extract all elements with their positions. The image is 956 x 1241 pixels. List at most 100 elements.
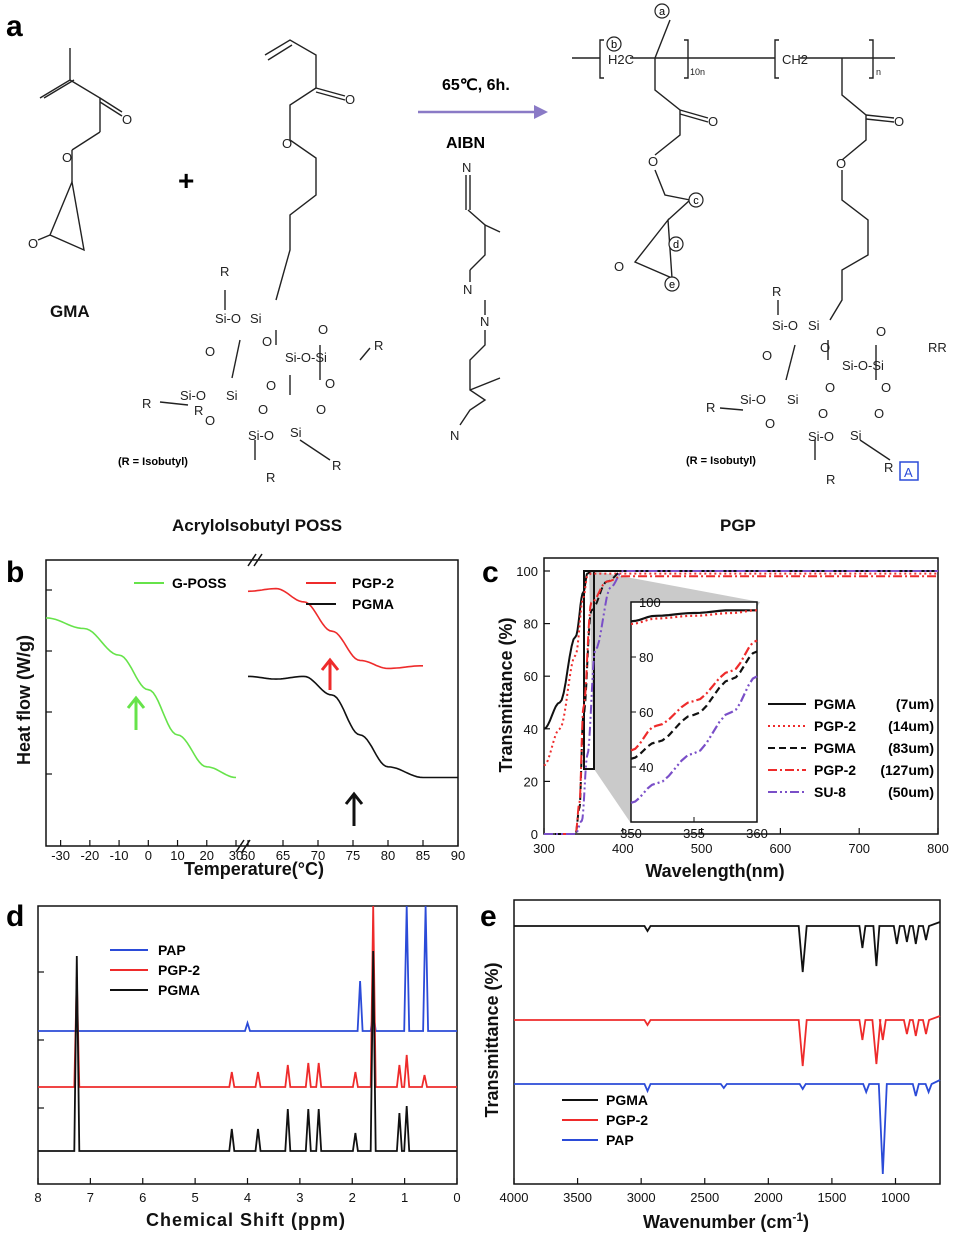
svg-text:O: O: [316, 402, 326, 417]
svg-text:PGP-2: PGP-2: [352, 575, 394, 591]
svg-text:CH2: CH2: [782, 52, 808, 67]
svg-text:R: R: [772, 284, 781, 299]
panel-c-ytick-label: 60: [524, 669, 538, 684]
legend-name-c-3: PGP-2: [814, 762, 856, 778]
svg-text:R: R: [374, 338, 383, 353]
inset-xtick-label: 350: [620, 826, 642, 841]
svg-text:N: N: [480, 314, 489, 329]
panel-c-inset: 350 355 360 40 60 80 100: [620, 595, 768, 841]
panel-c-curves: [543, 570, 938, 835]
inset-curve-4: [630, 675, 758, 804]
legend-gposs: G-POSS: [134, 575, 226, 591]
panel-d-xtick-label: 5: [192, 1190, 199, 1205]
monomer-name: Acrylolsobutyl POSS: [172, 516, 342, 535]
panel-b-xtick-label: -20: [80, 848, 99, 863]
inset-xtick-label: 355: [683, 826, 705, 841]
svg-text:O: O: [28, 236, 38, 251]
legend-thickness-c-3: (127um): [880, 762, 934, 778]
uv-curve-3: [544, 575, 938, 835]
panel-d-xtick-label: 6: [139, 1190, 146, 1205]
pgp-structure: [572, 19, 895, 461]
legend-pgp2-e: PGP-2: [562, 1112, 648, 1128]
legend-thickness-c-2: (83um): [888, 740, 934, 756]
panel-e-xlabel: Wavenumber (cm-1): [643, 1210, 809, 1232]
svg-text:RR: RR: [928, 340, 947, 355]
panel-d-xtick-label: 0: [453, 1190, 460, 1205]
aibn-atoms: N N N N: [450, 160, 489, 443]
panel-b-xticks-right: 60 65 70 75 80 85 90: [241, 840, 465, 863]
svg-text:R: R: [266, 470, 275, 485]
svg-text:PGP-2: PGP-2: [158, 962, 200, 978]
panel-c-ytick-label: 20: [524, 774, 538, 789]
panel-a: a O O O GMA +: [6, 3, 947, 535]
svg-text:A: A: [904, 465, 913, 480]
panel-c-xtick-label: 500: [691, 841, 713, 856]
r-note-monomer: (R = Isobutyl): [118, 456, 188, 468]
panel-d-frame: [37, 905, 458, 1185]
legend-name-c-0: PGMA: [814, 696, 856, 712]
svg-text:O: O: [266, 378, 276, 393]
panel-b-xtick-label: 20: [200, 848, 214, 863]
svg-text:R: R: [220, 264, 229, 279]
poss-monomer-atoms: O O R Si-O Si O O O Si-O-Si R O O R Si-O…: [142, 92, 383, 485]
svg-text:Si: Si: [850, 428, 862, 443]
svg-text:Si-O: Si-O: [740, 392, 766, 407]
panel-d-xtick-label: 2: [349, 1190, 356, 1205]
panel-c-frame: [543, 557, 939, 835]
svg-text:O: O: [262, 334, 272, 349]
panel-e-xtick-label: 3500: [563, 1190, 592, 1205]
svg-text:O: O: [825, 380, 835, 395]
dsc-curve-g-poss: [45, 617, 237, 779]
panel-e-legend: PGMA PGP-2 PAP: [562, 1092, 648, 1148]
pgp-atoms: H2C 10n CH2 n O O O O O R Si-O Si O O O …: [608, 52, 947, 487]
initiator-label: AIBN: [446, 135, 485, 152]
inset-ytick-label: 80: [639, 650, 653, 665]
ftir-spectrum-pap: [514, 1079, 941, 1175]
r-note-product: (R = Isobutyl): [686, 455, 756, 467]
aibn-structure: [459, 175, 501, 426]
panel-d-xtick-label: 1: [401, 1190, 408, 1205]
svg-text:N: N: [462, 160, 471, 175]
panel-e-spectra: [514, 921, 941, 1175]
panel-e-frame: [513, 899, 941, 1185]
panel-c-ytick-label: 100: [516, 564, 538, 579]
svg-text:PGMA: PGMA: [352, 596, 394, 612]
legend-name-c-4: SU-8: [814, 784, 846, 800]
svg-text:R: R: [826, 472, 835, 487]
panel-c-xtick-label: 800: [927, 841, 949, 856]
panel-b-xtick-label: 10: [170, 848, 184, 863]
arrow-gposs: [126, 695, 146, 730]
panel-d-xtick-label: 3: [296, 1190, 303, 1205]
svg-text:b: b: [611, 39, 617, 51]
legend-pgma: PGMA: [306, 596, 394, 612]
svg-text:O: O: [282, 136, 292, 151]
svg-text:Si-O: Si-O: [180, 388, 206, 403]
panel-b-label: b: [6, 556, 24, 589]
panel-e-label: e: [480, 900, 497, 933]
legend-pgma-d: PGMA: [110, 982, 200, 998]
svg-text:O: O: [122, 112, 132, 127]
legend-pgma-e: PGMA: [562, 1092, 648, 1108]
legend-pap: PAP: [110, 942, 186, 958]
svg-text:O: O: [765, 416, 775, 431]
box-a-badge: A: [899, 461, 919, 481]
ftir-spectrum-pgma: [514, 921, 941, 973]
panel-c-xlabel: Wavelength(nm): [645, 861, 784, 881]
svg-text:10n: 10n: [690, 67, 705, 77]
legend-name-c-2: PGMA: [814, 740, 856, 756]
inset-ytick-label: 60: [639, 705, 653, 720]
svg-text:R: R: [706, 400, 715, 415]
panel-d-xtick-label: 4: [244, 1190, 251, 1205]
panel-e-xtick-label: 2500: [690, 1190, 719, 1205]
svg-text:PGP-2: PGP-2: [606, 1112, 648, 1128]
svg-text:c: c: [693, 195, 699, 207]
inset-xtick-label: 360: [746, 826, 768, 841]
gma-structure: [37, 48, 123, 252]
gma-label: GMA: [50, 302, 90, 321]
marker-b: b: [606, 36, 622, 52]
marker-a: a: [654, 3, 670, 19]
svg-text:O: O: [708, 114, 718, 129]
arrow-pgma: [344, 791, 364, 826]
panel-c-legend: PGMA (7um) PGP-2 (14um) PGMA (83um) PGP-2 (127u…: [768, 696, 934, 800]
svg-text:O: O: [62, 150, 72, 165]
